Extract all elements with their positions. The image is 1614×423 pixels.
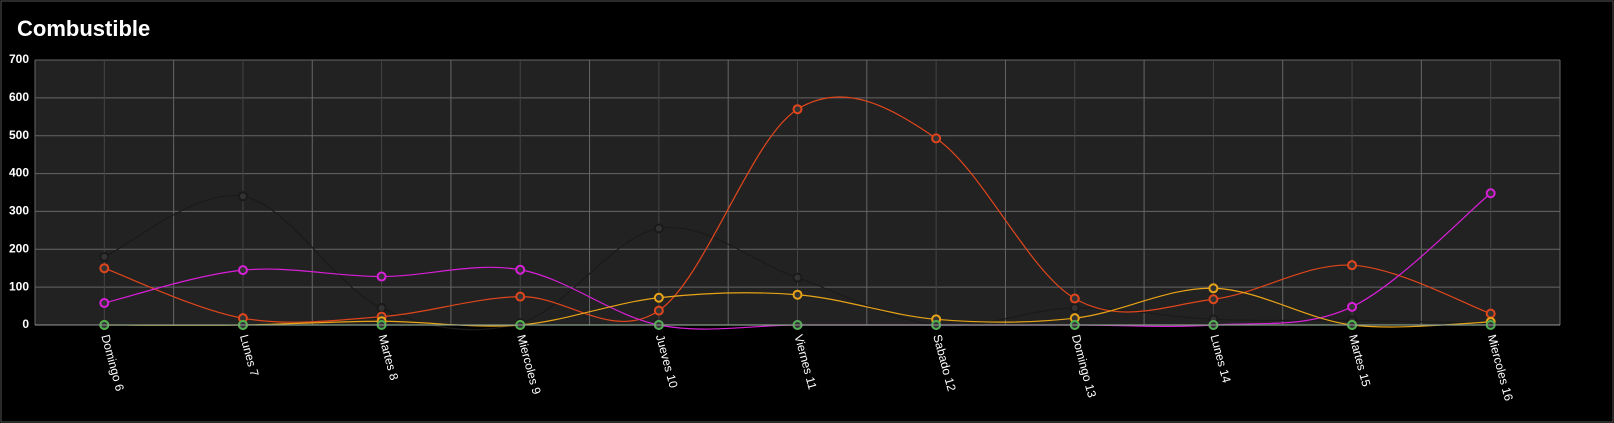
- point: [653, 292, 664, 303]
- point: [515, 291, 526, 302]
- y-tick-label: 400: [9, 166, 29, 180]
- point: [515, 264, 526, 275]
- point: [653, 305, 664, 316]
- y-tick-label: 700: [9, 52, 29, 66]
- point: [99, 251, 110, 262]
- point: [1069, 293, 1080, 304]
- point: [1485, 308, 1496, 319]
- point: [376, 302, 387, 313]
- y-tick-label: 300: [9, 204, 29, 218]
- point: [1347, 301, 1358, 312]
- y-tick-label: 200: [9, 241, 29, 255]
- point: [237, 265, 248, 276]
- chart-title: Combustible: [17, 16, 150, 41]
- y-tick-label: 0: [22, 317, 29, 331]
- point: [792, 289, 803, 300]
- point: [931, 133, 942, 144]
- y-tick-label: 100: [9, 279, 29, 293]
- point: [1485, 188, 1496, 199]
- point: [1208, 294, 1219, 305]
- point: [1347, 260, 1358, 271]
- point: [653, 223, 664, 234]
- point: [376, 271, 387, 282]
- series-line: [104, 194, 1491, 331]
- y-tick-label: 500: [9, 128, 29, 142]
- point: [99, 263, 110, 274]
- point: [1069, 302, 1080, 313]
- point: [792, 272, 803, 283]
- point: [99, 298, 110, 309]
- point: [1208, 283, 1219, 294]
- point: [792, 104, 803, 115]
- point: [237, 191, 248, 202]
- y-tick-label: 600: [9, 90, 29, 104]
